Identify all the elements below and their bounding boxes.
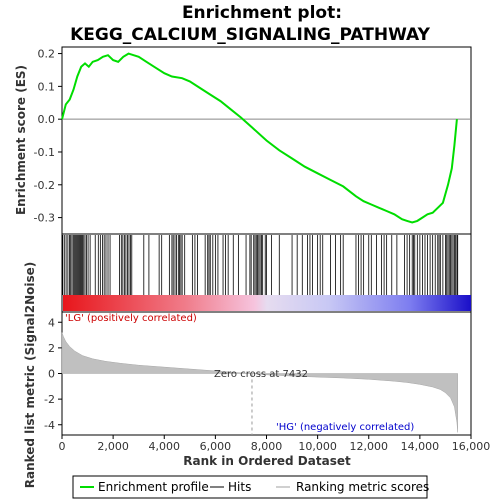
x-tick-label: 10,000 — [298, 440, 337, 453]
metric-y-tick-label: -4 — [44, 419, 55, 432]
legend-enrichment-label: Enrichment profile — [98, 480, 209, 494]
metric-y-tick-label: 0 — [48, 368, 55, 381]
es-y-tick-label: -0.1 — [34, 146, 55, 159]
es-y-tick-label: -0.2 — [34, 179, 55, 192]
x-tick-label: 0 — [59, 440, 66, 453]
x-tick-label: 12,000 — [350, 440, 389, 453]
x-tick-label: 6,000 — [200, 440, 232, 453]
positive-correlation-label: 'LG' (positively correlated) — [65, 313, 197, 324]
hits-lines — [62, 235, 459, 295]
negative-correlation-label: 'HG' (negatively correlated) — [276, 422, 414, 433]
ranking-metric-area — [61, 332, 458, 433]
x-tick-label: 4,000 — [149, 440, 181, 453]
legend-metric-label: Ranking metric scores — [296, 480, 429, 494]
rank-color-bar — [63, 295, 471, 311]
metric-y-tick-label: 4 — [48, 316, 55, 329]
es-y-ticks: 0.2 0.1 0.0 -0.1 -0.2 -0.3 — [34, 48, 62, 225]
metric-y-axis-label: Ranked list metric (Signal2Noise) — [23, 262, 37, 489]
legend-box — [72, 475, 428, 499]
es-y-tick-label: 0.0 — [38, 113, 56, 126]
x-tick-label: 14,000 — [401, 440, 440, 453]
chart-title-line2: KEGG_CALCIUM_SIGNALING_PATHWAY — [70, 25, 431, 45]
legend-hits-label: Hits — [228, 480, 251, 494]
chart-title-line1: Enrichment plot: — [182, 3, 342, 23]
metric-y-tick-label: -2 — [44, 393, 55, 406]
x-tick-label: 8,000 — [251, 440, 283, 453]
x-tick-label: 16,000 — [452, 440, 491, 453]
x-axis-label: Rank in Ordered Dataset — [183, 454, 351, 468]
es-y-axis-label: Enrichment score (ES) — [14, 65, 28, 215]
es-y-tick-label: 0.2 — [38, 48, 56, 61]
zero-cross-label: Zero cross at 7432 — [214, 369, 308, 380]
x-axis-ticks: 0 2,000 4,000 6,000 8,000 10,000 12,000 14,000 1… — [59, 435, 491, 453]
metric-y-tick-label: 2 — [48, 342, 55, 355]
x-tick-label: 2,000 — [97, 440, 129, 453]
es-y-tick-label: 0.1 — [38, 80, 56, 93]
metric-y-ticks: 4 2 0 -2 -4 — [44, 316, 62, 432]
enrichment-profile-line — [61, 52, 458, 224]
es-y-tick-label: -0.3 — [34, 212, 55, 225]
